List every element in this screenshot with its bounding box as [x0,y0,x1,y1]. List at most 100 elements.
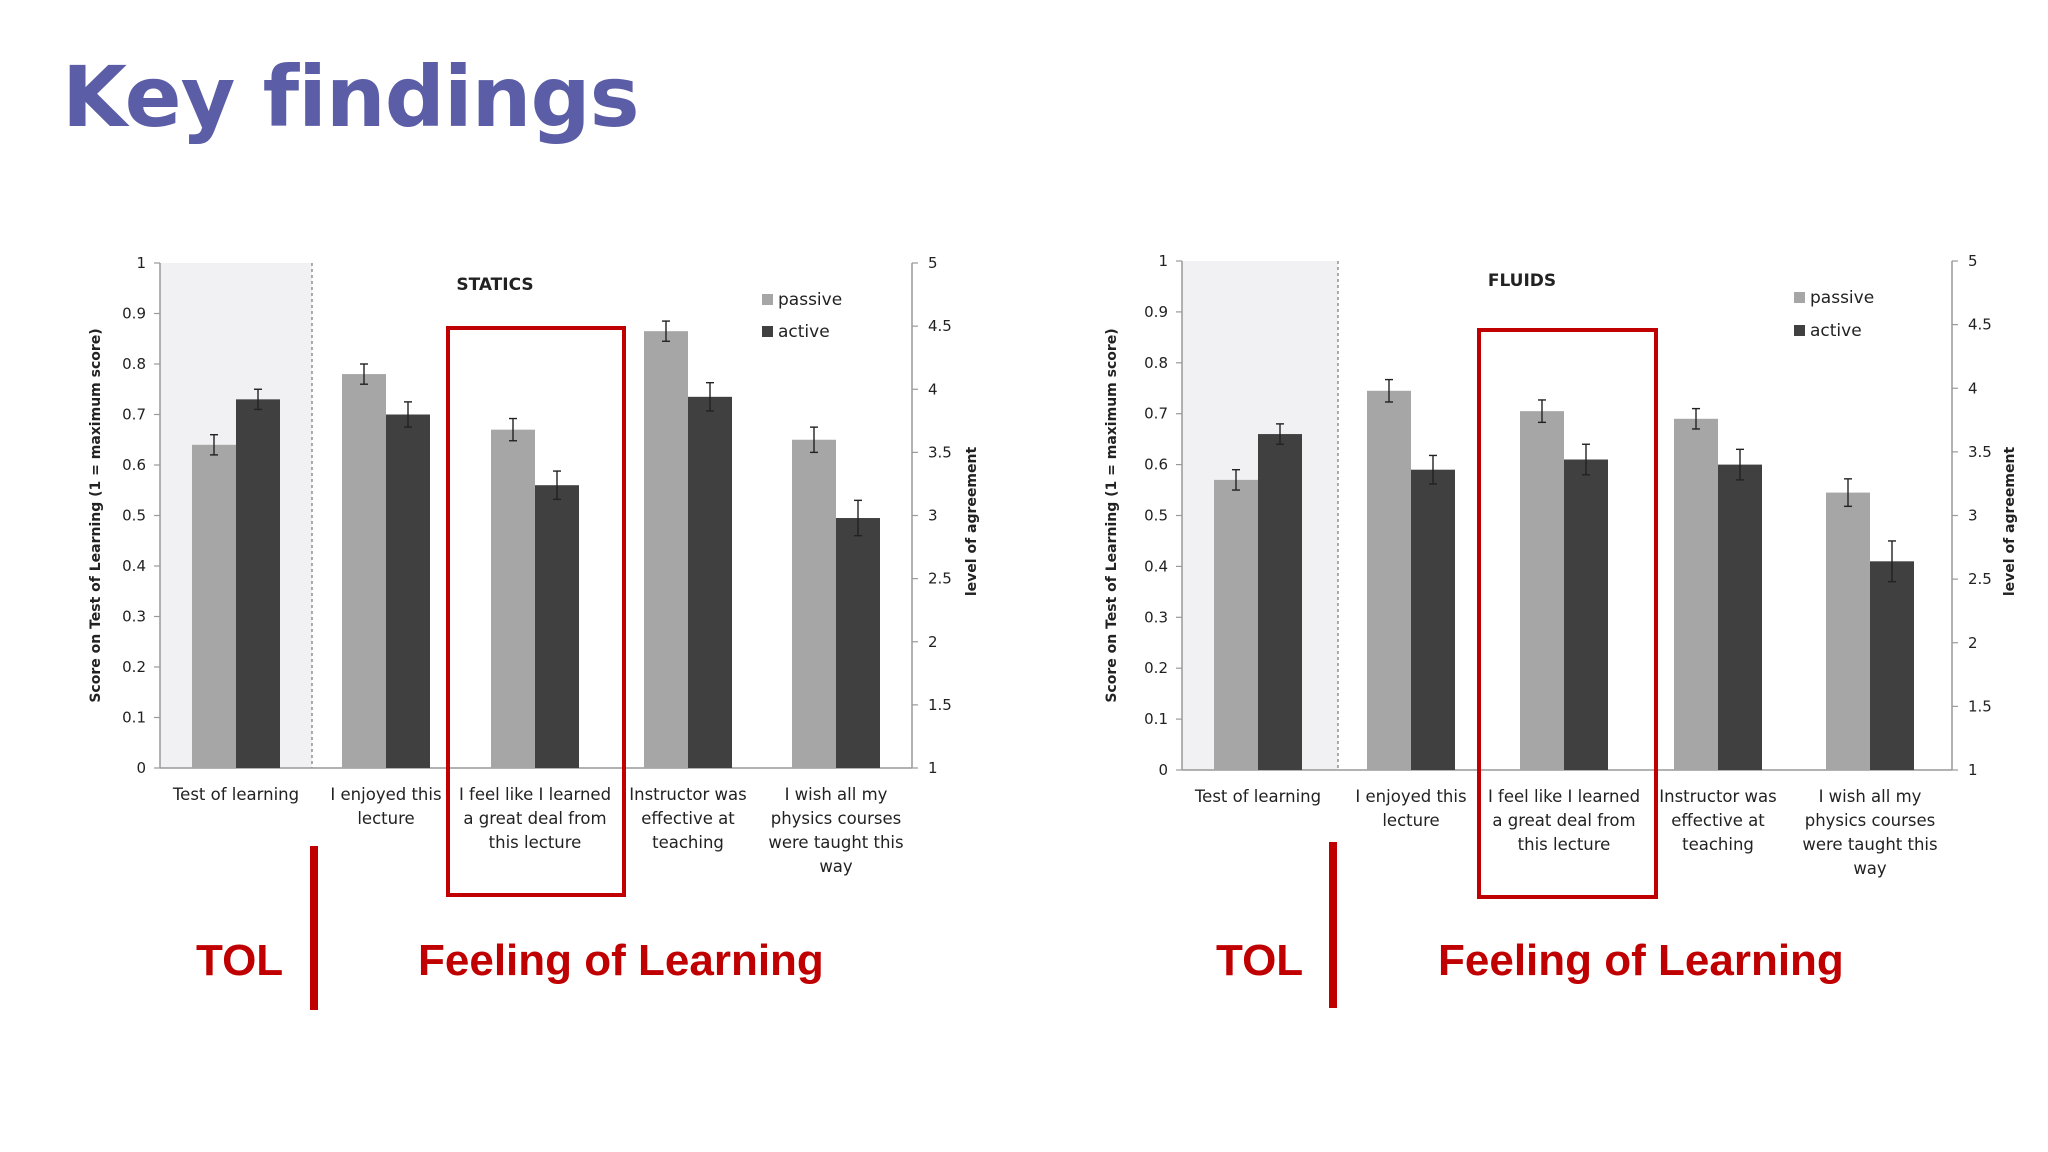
y2-tick-label: 4 [1968,379,1978,397]
category-label: way [1853,859,1887,878]
category-label: this lecture [489,833,582,852]
y-tick-label: 0.9 [122,305,146,323]
y2-tick-label: 4.5 [928,317,952,335]
bar-active [1718,464,1762,770]
bar-passive [644,331,688,768]
bar-passive [792,439,836,768]
category-label: Test of learning [1194,787,1321,806]
legend-swatch-active [1794,325,1805,336]
category-label: lecture [1382,811,1439,830]
category-label: Test of learning [172,785,299,804]
y2-tick-label: 1 [1968,761,1978,779]
y-tick-label: 0.9 [1144,303,1168,321]
y2-tick-label: 5 [928,254,938,272]
category-label: Instructor was [1659,787,1777,806]
legend-swatch-active [762,326,773,337]
bar-active [386,414,430,768]
category-label: I enjoyed this [1355,787,1466,806]
y-axis-label: Score on Test of Learning (1 = maximum s… [1104,328,1120,702]
category-label: physics courses [1805,811,1936,830]
y-axis-label: Score on Test of Learning (1 = maximum s… [88,328,104,702]
y2-tick-label: 3 [928,507,938,525]
chart-title: FLUIDS [1488,271,1556,291]
y2-tick-label: 2.5 [1968,570,1992,588]
tol-caption-fluids: TOL [1216,936,1304,985]
y2-tick-label: 1 [928,759,938,777]
y-tick-label: 0.7 [1144,405,1168,423]
y-tick-label: 0.5 [1144,507,1168,525]
y-tick-label: 0.6 [1144,456,1168,474]
category-label: teaching [1682,835,1754,854]
y-tick-label: 0.6 [122,456,146,474]
category-label: I wish all my [1819,787,1922,806]
category-label: physics courses [771,809,902,828]
highlight-box [446,326,626,897]
y2-axis-label: level of agreement [964,447,980,597]
category-label: way [819,857,853,876]
y2-tick-label: 3.5 [1968,443,1992,461]
category-label: I feel like I learned [459,785,611,804]
legend-label-active: active [778,322,830,342]
category-label: Instructor was [629,785,747,804]
y2-axis-label: level of agreement [2002,447,2018,597]
y2-tick-label: 4.5 [1968,316,1992,334]
category-label: I feel like I learned [1488,787,1640,806]
y2-tick-label: 3.5 [928,443,952,461]
category-label: effective at [1671,811,1765,830]
legend-swatch-passive [1794,292,1805,303]
feeling-caption-fluids: Feeling of Learning [1438,936,1844,985]
y-tick-label: 0.5 [122,507,146,525]
bar-passive [1214,479,1258,770]
bar-passive [491,429,535,768]
y2-tick-label: 2 [1968,634,1978,652]
category-label: a great deal from [463,809,606,828]
chart-fluids: 0 0.1 0.2 0.3 0.4 0.5 0.6 0.7 0.8 0.9 1 1 1.5 2 2.5 3 3.… [1104,252,2018,899]
bar-active [535,485,579,768]
y2-tick-label: 2 [928,633,938,651]
y-tick-label: 0.3 [122,608,146,626]
y-tick-label: 0.8 [1144,354,1168,372]
legend-label-passive: passive [1810,288,1874,308]
y2-tick-label: 1.5 [1968,697,1992,715]
highlight-box [1477,328,1658,899]
y-tick-label: 1 [136,254,146,272]
legend-label-passive: passive [778,290,842,310]
bar-passive [1826,492,1870,770]
y-tick-label: 0.4 [1144,557,1168,575]
legend-label-active: active [1810,321,1862,341]
bar-active [1411,469,1455,770]
bar-passive [342,374,386,768]
category-label: effective at [641,809,735,828]
y-tick-label: 0 [136,759,146,777]
y-tick-label: 0.1 [122,709,146,727]
feeling-caption-statics: Feeling of Learning [418,936,824,985]
category-label: a great deal from [1492,811,1635,830]
bar-active [688,396,732,768]
y2-tick-label: 5 [1968,252,1978,270]
category-label: teaching [652,833,724,852]
y2-tick-label: 1.5 [928,696,952,714]
bar-active [1258,434,1302,770]
bar-passive [1674,418,1718,770]
bar-active [836,518,880,768]
chart-statics: 0 0.1 0.2 0.3 0.4 0.5 0.6 0.7 0.8 0.9 1 1 1.5 2 2.5 3 3.… [88,254,980,897]
y-tick-label: 0 [1158,761,1168,779]
y-tick-label: 0.2 [1144,659,1168,677]
y-tick-label: 1 [1158,252,1168,270]
y-tick-label: 0.7 [122,406,146,424]
category-label: were taught this [768,833,903,852]
category-label: lecture [357,809,414,828]
y-tick-label: 0.1 [1144,710,1168,728]
category-label: this lecture [1518,835,1611,854]
category-label: were taught this [1802,835,1937,854]
bar-active [1564,459,1608,770]
bar-passive [1520,411,1564,770]
category-label: I wish all my [785,785,888,804]
chart-title: STATICS [456,275,533,295]
y-tick-label: 0.8 [122,355,146,373]
y2-tick-label: 3 [1968,507,1978,525]
y-tick-label: 0.4 [122,557,146,575]
legend-swatch-passive [762,294,773,305]
bar-active [1870,561,1914,770]
